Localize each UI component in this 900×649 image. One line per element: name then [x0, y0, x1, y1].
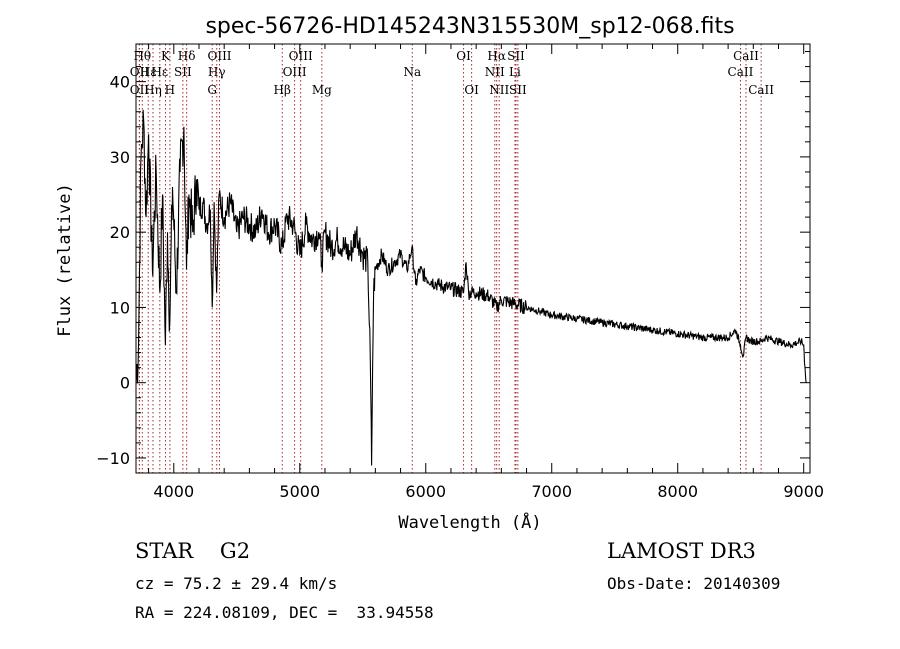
x-tick-label-5000: 5000 [279, 482, 320, 501]
spectral-line-label-h: Hδ [178, 49, 196, 63]
spectral-line-label-h: Hθ [133, 49, 151, 63]
x-tick-label-8000: 8000 [657, 482, 698, 501]
spectral-line-label-caii: CaII [728, 65, 754, 79]
y-tick-label-30: 30 [110, 148, 130, 167]
observation-date: Obs-Date: 20140309 [607, 574, 781, 593]
spectral-line-label-oiii: OIII [289, 49, 313, 63]
spectral-line-label-h: Hη [144, 83, 162, 97]
spectral-class: STAR G2 [135, 539, 251, 563]
spectral-line-label-sii: SII [509, 83, 527, 97]
spectral-line-label-oiii: OIII [207, 49, 231, 63]
spectral-line-label-oii: OII [130, 83, 150, 97]
spectral-line-label-oiii: OIII [283, 65, 307, 79]
y-tick-label-0: 0 [120, 374, 130, 393]
survey-name: LAMOST DR3 [607, 539, 756, 563]
spectral-line-label-h: Hγ [208, 65, 226, 79]
spectral-line-markers [138, 44, 762, 473]
y-axis-ticks: −10 0 10 20 30 40 [96, 51, 810, 468]
plot-frame [135, 43, 811, 474]
spectral-line-label-h: Hα [487, 49, 506, 63]
coordinates: RA = 224.08109, DEC = 33.94558 [135, 603, 434, 622]
x-tick-label-9000: 9000 [783, 482, 824, 501]
y-tick-label-20: 20 [110, 223, 130, 242]
spectral-line-label-oi: OI [464, 83, 479, 97]
spectral-line-label-caii: CaII [733, 49, 759, 63]
x-axis-label: Wavelength (Å) [398, 511, 541, 533]
spectral-line-label-h: Hε [151, 65, 168, 79]
flux-series-line [135, 109, 807, 466]
spectral-line-label-mg: Mg [312, 83, 332, 97]
x-axis-ticks: 4000 5000 6000 7000 8000 9000 [148, 44, 824, 501]
y-tick-label--10: −10 [96, 449, 130, 468]
y-tick-label-40: 40 [110, 73, 130, 92]
spectral-line-label-oi: OI [456, 49, 471, 63]
spectral-line-label-nii: NII [485, 65, 505, 79]
spectral-line-label-sii: SII [174, 65, 192, 79]
x-tick-label-4000: 4000 [153, 482, 194, 501]
spectral-line-label-g: G [207, 83, 217, 97]
spectral-line-label-oii: OII [130, 65, 150, 79]
spectral-line-label-h: Hε [140, 65, 157, 79]
redshift-velocity: cz = 75.2 ± 29.4 km/s [135, 574, 338, 593]
spectral-line-label-h: Hβ [274, 83, 291, 97]
spectral-line-label-sii: SII [507, 49, 525, 63]
chart-title: spec-56726-HD145243N315530M_sp12-068.fit… [205, 14, 734, 39]
spectral-line-label-caii: CaII [748, 83, 774, 97]
spectral-line-label-h: H [165, 83, 175, 97]
x-tick-label-7000: 7000 [531, 482, 572, 501]
spectral-line-label-k: K [161, 49, 171, 63]
spectral-line-label-li: Li [509, 65, 521, 79]
y-axis-label: Flux (relative) [55, 183, 75, 337]
spectral-line-label-na: Na [403, 65, 421, 79]
spectral-line-label-nii: NII [489, 83, 509, 97]
x-tick-label-6000: 6000 [405, 482, 446, 501]
y-tick-label-10: 10 [110, 298, 130, 317]
